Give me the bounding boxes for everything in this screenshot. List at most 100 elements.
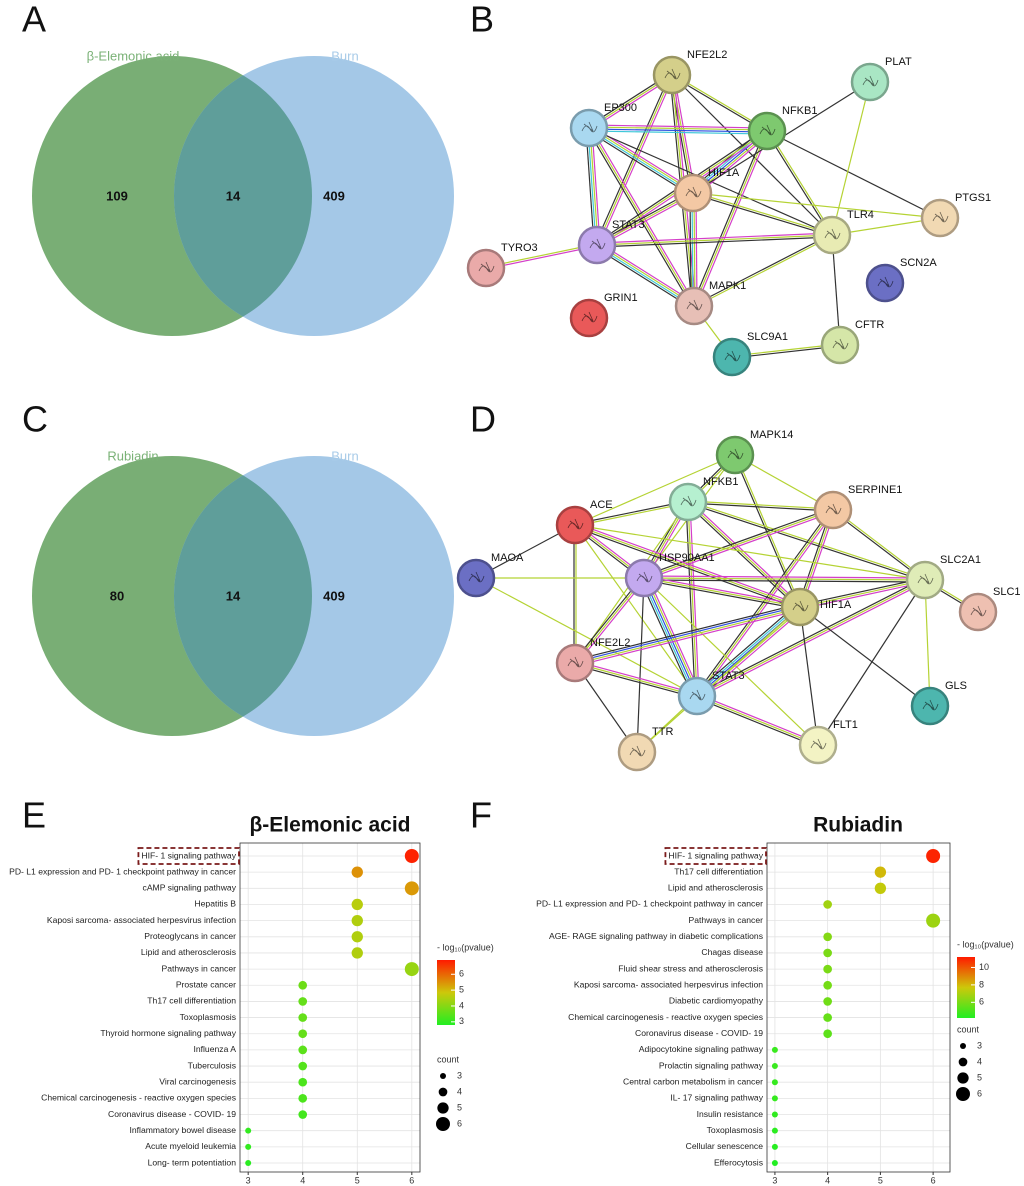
panel-label: C <box>22 399 48 440</box>
edge <box>641 578 696 698</box>
protein-structure <box>685 186 702 198</box>
edge <box>688 500 926 580</box>
edge <box>589 124 768 129</box>
y-tick-label: Lipid and atherosclerosis <box>141 947 236 957</box>
y-tick-label: Coronavirus disease - COVID- 19 <box>108 1109 236 1119</box>
y-tick-label: Central carbon metabolism in cancer <box>623 1076 763 1086</box>
dot <box>771 1046 778 1053</box>
protein-structure <box>824 228 841 240</box>
y-tick-label: IL- 17 signaling pathway <box>670 1093 763 1103</box>
edge <box>574 454 736 526</box>
y-tick-label: Th17 cell differentiation <box>147 996 236 1006</box>
protein-structure <box>825 503 842 515</box>
venn-overlap <box>174 456 312 736</box>
edge <box>636 606 801 753</box>
venn-count: 14 <box>226 588 241 603</box>
edge <box>799 606 931 707</box>
size-legend-dot <box>436 1117 450 1131</box>
y-tick-label: cAMP signaling pathway <box>143 883 237 893</box>
y-tick-label: Kaposi sarcoma- associated herpesvirus i… <box>47 915 236 925</box>
venn-count: 14 <box>226 188 241 203</box>
node-label: TLR4 <box>847 209 874 221</box>
node-label: GRIN1 <box>604 292 638 304</box>
venn-set-label: Burn <box>331 48 358 63</box>
edge <box>643 507 833 577</box>
dot <box>874 882 887 894</box>
plot-area <box>240 843 420 1172</box>
dot <box>823 948 832 958</box>
edge <box>574 664 697 699</box>
size-legend-dot <box>958 1057 968 1067</box>
y-tick-label: Cellular senescence <box>686 1141 764 1151</box>
y-tick-label: Pathways in cancer <box>161 963 236 973</box>
dot <box>245 1160 252 1166</box>
colorbar-title: - log₁₀(pvalue) <box>957 939 1014 949</box>
edge <box>597 236 833 248</box>
protein-structure <box>970 605 987 617</box>
dot <box>771 1160 778 1166</box>
edge <box>588 128 693 195</box>
edge <box>643 579 925 583</box>
dot <box>404 881 419 896</box>
dot <box>298 1029 308 1039</box>
edge <box>591 127 601 245</box>
y-tick-label: Coronavirus disease - COVID- 19 <box>635 1028 763 1038</box>
dot <box>823 932 832 942</box>
venn-count: 409 <box>323 188 345 203</box>
node-label: NFE2L2 <box>590 637 630 649</box>
colorbar-tick-label: 6 <box>979 997 984 1007</box>
node-label: CFTR <box>855 319 884 331</box>
x-tick-label: 6 <box>931 1175 936 1185</box>
x-tick-label: 3 <box>772 1175 777 1185</box>
node-label: MAPK1 <box>709 280 746 292</box>
venn-set-label: Burn <box>331 448 358 463</box>
protein-structure <box>810 738 827 750</box>
size-legend-label: 6 <box>457 1118 462 1128</box>
size-legend-dot <box>440 1073 446 1079</box>
size-legend-label: 3 <box>457 1070 462 1080</box>
edge <box>924 579 931 707</box>
edge <box>698 510 836 698</box>
protein-structure <box>922 699 939 711</box>
protein-structure <box>589 238 606 250</box>
edge <box>588 130 767 135</box>
edge <box>696 697 818 748</box>
edge <box>575 607 801 665</box>
edge <box>575 660 698 695</box>
dot <box>926 913 941 928</box>
dot <box>771 1111 778 1118</box>
edge <box>687 502 925 582</box>
node-label: PTGS1 <box>955 192 991 204</box>
y-tick-label: Diabetic cardiomyopathy <box>669 996 764 1006</box>
dot <box>823 997 832 1006</box>
protein-structure <box>724 350 741 362</box>
edge <box>692 192 941 219</box>
y-tick-label: Kaposi sarcoma- associated herpesvirus i… <box>574 980 763 990</box>
protein-structure <box>636 571 653 583</box>
size-legend-title: count <box>957 1024 980 1034</box>
node-label: STAT3 <box>712 670 745 682</box>
y-tick-label: Influenza A <box>193 1044 236 1054</box>
protein-structure <box>727 448 744 460</box>
protein-structure <box>932 211 949 223</box>
protein-structure <box>581 311 598 323</box>
y-tick-label: Long- term potentiation <box>148 1157 237 1167</box>
colorbar-tick-label: 8 <box>979 979 984 989</box>
edge <box>765 131 832 236</box>
edge <box>643 577 801 608</box>
y-tick-label: Th17 cell differentiation <box>674 866 763 876</box>
size-legend-dot <box>960 1043 966 1049</box>
edge <box>799 577 925 606</box>
dot <box>823 1013 832 1022</box>
protein-structure <box>917 573 934 585</box>
dot <box>771 1079 778 1086</box>
y-tick-label: Proteoglycans in cancer <box>144 931 236 941</box>
dot <box>771 1143 778 1150</box>
edge <box>693 130 768 307</box>
edge <box>644 511 834 581</box>
node-label: SCN2A <box>900 257 937 269</box>
venn-count: 409 <box>323 588 345 603</box>
venn-set-label: β-Elemonic acid <box>87 48 180 63</box>
edge <box>596 232 832 244</box>
